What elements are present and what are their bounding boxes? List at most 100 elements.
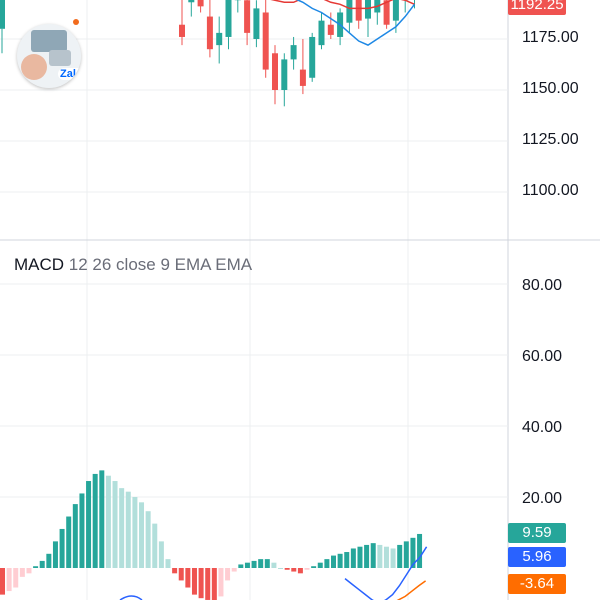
macd-histogram-bar xyxy=(33,566,39,568)
zalo-logo: Zalo xyxy=(58,68,81,80)
macd-histogram-bar xyxy=(297,568,303,574)
macd-indicator-legend[interactable]: MACD 12 26 close 9 EMA EMA xyxy=(14,255,252,275)
macd-histogram-bar xyxy=(251,560,257,568)
avatar-photo xyxy=(31,30,67,52)
signal-line xyxy=(396,580,427,600)
macd-axis-label: 20.00 xyxy=(522,490,563,507)
macd-histogram-bar xyxy=(145,511,151,568)
macd-histogram-bar xyxy=(26,568,32,574)
candle-body xyxy=(272,53,278,90)
macd-histogram-bar xyxy=(59,528,65,568)
candle-body xyxy=(281,59,288,90)
macd-indicator-name: MACD xyxy=(14,255,65,274)
macd-histogram-bar xyxy=(125,491,131,568)
macd-histogram-bar xyxy=(337,553,343,568)
macd-histogram-bar xyxy=(13,568,19,588)
macd-histogram-bar xyxy=(383,546,389,568)
macd-histogram-bar xyxy=(397,544,403,568)
macd-histogram-bar xyxy=(185,568,191,588)
macd-value-tag: 5.96 xyxy=(508,547,566,567)
macd-histogram-bar xyxy=(99,470,105,568)
macd-histogram-bar xyxy=(225,568,231,581)
macd-histogram-bar xyxy=(6,568,12,592)
macd-histogram-bar xyxy=(311,566,317,568)
candle-body xyxy=(206,16,213,50)
macd-histogram-bar xyxy=(271,562,277,568)
macd-pane[interactable] xyxy=(0,470,428,600)
candle-body xyxy=(299,69,306,86)
zalo-chat-bubble[interactable]: Zalo xyxy=(17,24,81,88)
macd-histogram-bar xyxy=(357,546,363,568)
signal-value-tag: -3.64 xyxy=(508,574,566,594)
macd-histogram-bar xyxy=(52,541,58,568)
candle-body xyxy=(365,0,371,19)
macd-indicator-params: 12 26 close 9 EMA EMA xyxy=(68,255,253,274)
macd-axis-label: 80.00 xyxy=(522,277,563,294)
macd-histogram-bar xyxy=(172,568,178,574)
macd-histogram-bar xyxy=(152,523,158,568)
macd-histogram-bar xyxy=(66,516,72,568)
candle-body xyxy=(355,0,362,21)
candle-body xyxy=(244,0,251,33)
macd-histogram-bar xyxy=(370,543,376,568)
macd-histogram-bar xyxy=(264,559,270,568)
macd-histogram-bar xyxy=(112,481,118,568)
candle-body xyxy=(318,20,325,46)
macd-axis-label: 40.00 xyxy=(522,419,563,436)
macd-histogram-bar xyxy=(403,541,409,568)
macd-histogram-bar xyxy=(79,493,85,568)
macd-histogram-bar xyxy=(231,568,237,572)
macd-histogram-bar xyxy=(158,541,164,568)
last-price-tag: 1192.25 xyxy=(508,0,566,15)
macd-histogram-bar xyxy=(39,560,45,568)
candle-body xyxy=(179,24,185,37)
candle-body xyxy=(346,0,353,23)
macd-histogram-bar xyxy=(0,568,5,595)
macd-histogram-bar xyxy=(119,488,125,568)
notification-dot-icon xyxy=(73,19,79,25)
macd-line-segment xyxy=(119,595,143,600)
macd-histogram-bar xyxy=(211,568,217,600)
candle-body xyxy=(290,45,297,60)
candle-body xyxy=(327,24,334,35)
moving-average-blue-line xyxy=(295,0,416,46)
macd-histogram-bar xyxy=(105,475,111,568)
avatar-photo xyxy=(21,54,47,80)
macd-histogram-bar xyxy=(331,555,336,568)
candle-body xyxy=(197,0,204,7)
macd-histogram-bar xyxy=(238,564,244,568)
macd-histogram-bar xyxy=(218,568,224,597)
macd-histogram-bar xyxy=(72,504,78,568)
histogram-value-tag: 9.59 xyxy=(508,523,566,543)
macd-histogram-bar xyxy=(344,552,350,568)
macd-histogram-bar xyxy=(390,548,396,568)
macd-histogram-bar xyxy=(178,568,184,581)
macd-histogram-bar xyxy=(350,548,356,568)
macd-histogram-bar xyxy=(284,568,290,570)
avatar-photo xyxy=(49,50,71,66)
macd-axis-label: 60.00 xyxy=(522,348,563,365)
candle-body xyxy=(253,8,260,39)
macd-histogram-bar xyxy=(417,533,423,568)
candle-body xyxy=(392,0,399,21)
macd-histogram-bar xyxy=(86,481,92,568)
price-pane[interactable] xyxy=(0,0,418,107)
macd-histogram-bar xyxy=(410,537,416,568)
macd-histogram-bar xyxy=(364,544,370,568)
macd-histogram-bar xyxy=(377,544,383,568)
candle-body xyxy=(0,0,5,29)
macd-histogram-bar xyxy=(244,562,250,568)
macd-histogram-bar xyxy=(258,559,264,568)
macd-histogram-bar xyxy=(198,568,204,599)
macd-histogram-bar xyxy=(291,568,297,572)
macd-histogram-bar xyxy=(132,497,138,568)
price-axis-label: 1150.00 xyxy=(522,80,579,97)
macd-histogram-bar xyxy=(92,473,98,568)
candle-body xyxy=(216,32,223,46)
macd-histogram-bar xyxy=(19,568,25,577)
macd-histogram-bar xyxy=(324,559,330,568)
macd-histogram-bar xyxy=(191,568,197,595)
candle-body xyxy=(262,12,269,70)
